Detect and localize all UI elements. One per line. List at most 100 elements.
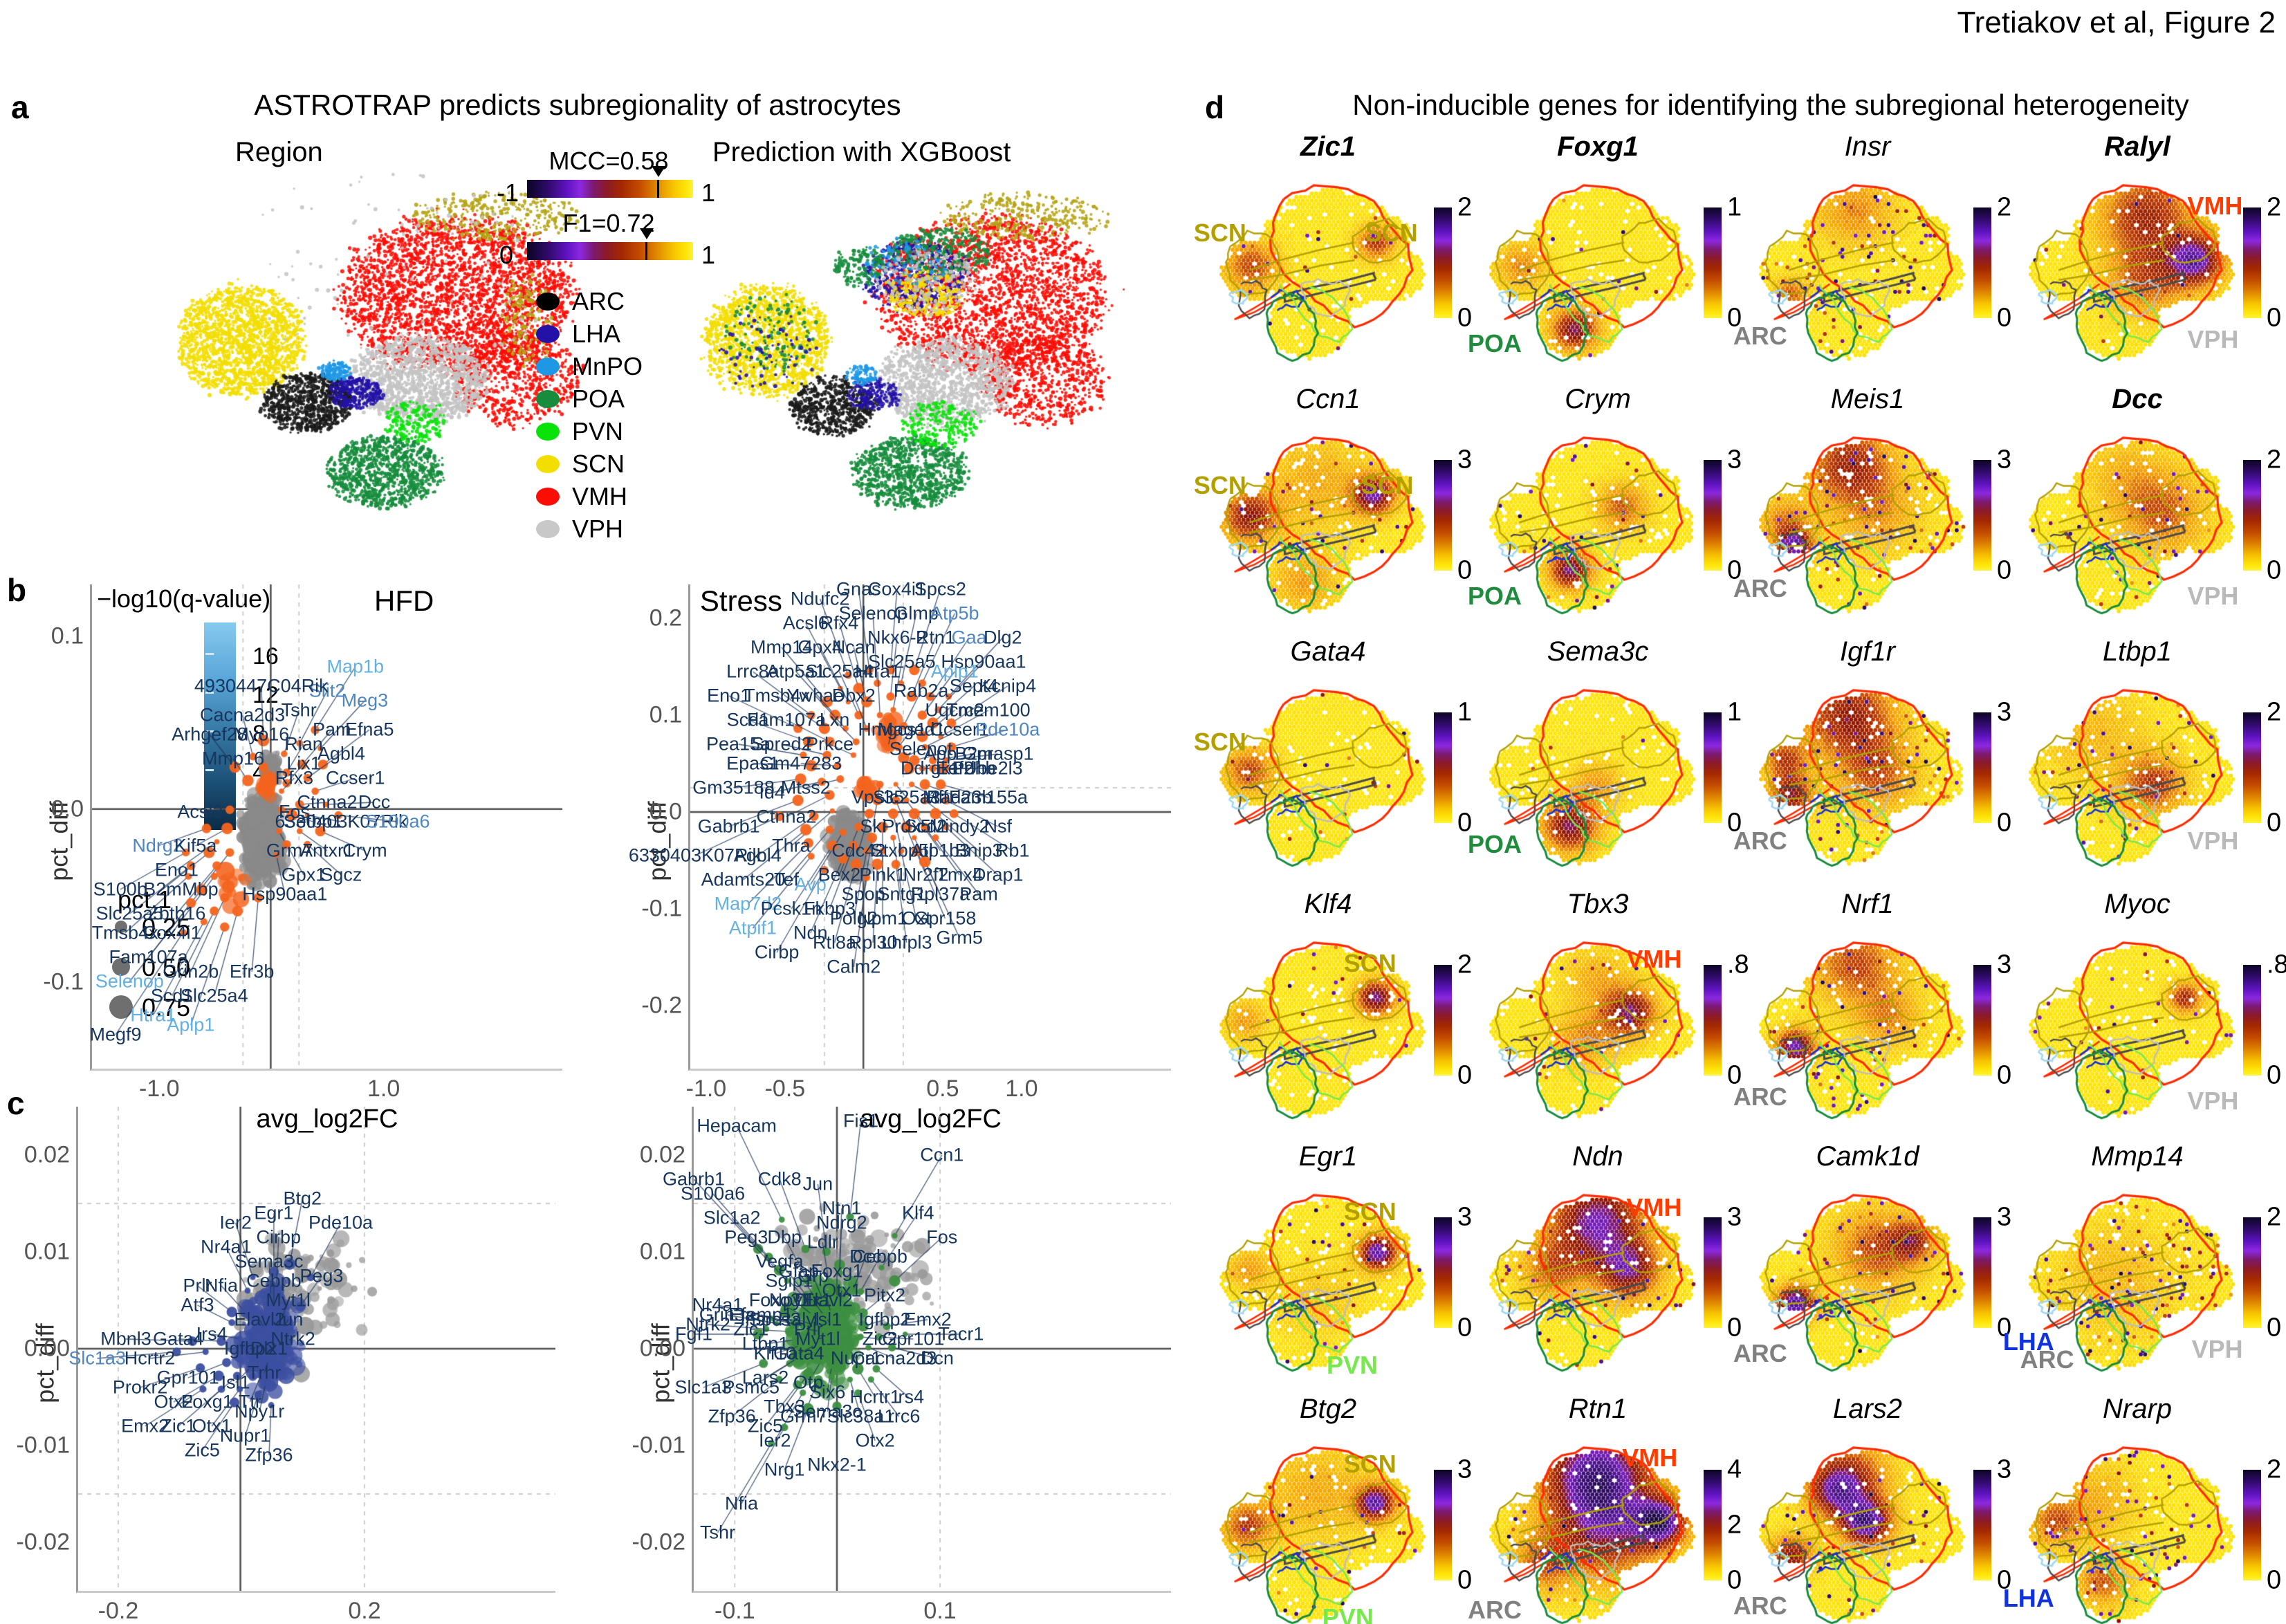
region-plot-title: Region bbox=[235, 137, 323, 167]
gene-label-Ntrk2: Ntrk2 bbox=[685, 1313, 730, 1335]
region-annotation-SCN: SCN bbox=[1343, 1449, 1397, 1478]
gene-label-Hsp90aa1: Hsp90aa1 bbox=[242, 883, 328, 905]
brain-section-canvas bbox=[1759, 1434, 1973, 1624]
gene-label-Grm7: Grm7 bbox=[780, 1405, 827, 1427]
panel-c-label: c bbox=[7, 1085, 25, 1121]
gene-label-Otx2: Otx2 bbox=[154, 1391, 194, 1412]
gene-label-Slc1a2: Slc1a2 bbox=[703, 1207, 761, 1228]
gene-title: Tbx3 bbox=[1567, 889, 1629, 919]
gene-label-Maged1: Maged1 bbox=[877, 719, 946, 740]
x-tick: 0.1 bbox=[923, 1598, 957, 1624]
gene-label-Lhfpl3: Lhfpl3 bbox=[881, 932, 932, 953]
gene-label-Ndufc2: Ndufc2 bbox=[790, 588, 850, 609]
colorbar-tick: 4 bbox=[1727, 1455, 1742, 1484]
gene-label-Gpx4: Gpx4 bbox=[798, 636, 842, 658]
gene-label-Ralyl: Ralyl bbox=[777, 1309, 820, 1330]
gene-label-Hmgcs1: Hmgcs1 bbox=[858, 719, 927, 740]
gene-title: Zic1 bbox=[1300, 131, 1356, 162]
x-tick: 0.5 bbox=[926, 1076, 959, 1102]
spatial-map-Myoc: Myoc .8 0 VPH bbox=[2023, 889, 2286, 1138]
gene-label-Zfp36: Zfp36 bbox=[245, 1444, 293, 1466]
gene-label-Ndrg2: Ndrg2 bbox=[816, 1212, 867, 1233]
brain-section-canvas bbox=[1489, 424, 1704, 621]
gene-label-Efemp1: Efemp1 bbox=[728, 1304, 793, 1325]
legend-item-VMH: VMH bbox=[536, 482, 627, 511]
gene-label-Ntrk2: Ntrk2 bbox=[270, 1328, 315, 1349]
brain-section-canvas bbox=[2029, 1181, 2243, 1378]
colorbar-tick: 0 bbox=[2267, 1565, 2282, 1595]
region-annotation-VMH: VMH bbox=[1622, 1443, 1678, 1473]
vmh-color-dot-icon bbox=[536, 488, 560, 506]
gene-label-Rpl30: Rpl30 bbox=[848, 932, 898, 953]
hfd-volcano-plot: HFD avg_log2FC pct_diff Map1bSlit2Meg349… bbox=[43, 584, 562, 1134]
gene-label-Slc1a3: Slc1a3 bbox=[68, 1347, 126, 1369]
gene-label-Ctnna2: Ctnna2 bbox=[297, 791, 358, 813]
colorbar-tick: 3 bbox=[1997, 1202, 2012, 1232]
gene-label-Htra1: Htra1 bbox=[130, 1004, 176, 1026]
gene-label-Dlx1: Dlx1 bbox=[250, 1338, 288, 1359]
gene-label-Slc25a4: Slc25a4 bbox=[181, 985, 248, 1006]
gene-label-Ndn: Ndn bbox=[793, 922, 828, 943]
colorbar-tick: 0 bbox=[1457, 808, 1473, 838]
gene-label-Vps35: Vps35 bbox=[851, 786, 905, 808]
spatial-map-Btg2: Btg2 3 0 SCN PVN bbox=[1214, 1394, 1480, 1624]
y-tick: 0.2 bbox=[649, 605, 682, 631]
f1-colorbar bbox=[527, 242, 693, 260]
gene-label-Sgip1: Sgip1 bbox=[765, 1270, 813, 1291]
gene-label-Trhr: Trhr bbox=[247, 1362, 282, 1383]
y-tick: -0.1 bbox=[641, 895, 682, 922]
gene-label-Agbl4: Agbl4 bbox=[733, 845, 782, 866]
legend-label: PVN bbox=[572, 417, 624, 445]
mnpo-color-dot-icon bbox=[536, 358, 560, 376]
gene-label-Zfp36: Zfp36 bbox=[708, 1405, 756, 1427]
gene-title: Dcc bbox=[2112, 384, 2163, 414]
mcc-max-tick: 1 bbox=[701, 178, 716, 207]
gene-label-S100b: S100b bbox=[93, 878, 147, 900]
pvn-color-dot-icon bbox=[536, 423, 560, 441]
region-annotation-ARC: ARC bbox=[1733, 1339, 1787, 1367]
spatial-map-Foxg1: Foxg1 1 0 POA bbox=[1468, 131, 1750, 380]
lha-color-dot-icon bbox=[536, 325, 560, 343]
spatial-map-Nrarp: Nrarp 2 0 LHA bbox=[2003, 1394, 2286, 1624]
expression-colorbar bbox=[2243, 712, 2261, 823]
gene-label-Glmp: Glmp bbox=[894, 602, 939, 624]
spatial-map-Mmp14: Mmp14 2 0 LHA ARC VPH bbox=[2003, 1141, 2286, 1390]
gene-label-Htra1: Htra1 bbox=[855, 661, 901, 682]
gene-label-Ttr: Ttr bbox=[238, 1391, 261, 1412]
expression-colorbar bbox=[1973, 207, 1991, 318]
gene-label-Fgf1: Fgf1 bbox=[674, 1323, 713, 1345]
gene-label-Spred2: Spred2 bbox=[751, 733, 812, 755]
gene-label-Slc25a5: Slc25a5 bbox=[95, 903, 164, 924]
y-tick: 0.02 bbox=[639, 1141, 685, 1168]
x-tick: -1.0 bbox=[138, 1076, 180, 1102]
region-annotation-LHA: LHA bbox=[2002, 1327, 2054, 1356]
gene-label-Gnas: Gnas bbox=[836, 578, 881, 600]
gene-label-Jun: Jun bbox=[802, 1173, 833, 1194]
colorbar-tick: 1 bbox=[1457, 697, 1473, 727]
region-annotation-SCN: SCN bbox=[1361, 471, 1414, 500]
gene-label-Klf4: Klf4 bbox=[902, 1202, 934, 1224]
colorbar-tick: 3 bbox=[1997, 697, 2012, 727]
region-annotation-VPH: VPH bbox=[2187, 325, 2239, 354]
expression-colorbar bbox=[2243, 207, 2261, 318]
brain-section-canvas bbox=[2029, 929, 2243, 1126]
legend-label: SCN bbox=[572, 450, 625, 478]
region-annotation-ARC: ARC bbox=[1733, 1591, 1787, 1620]
gene-label-Mbp: Mbp bbox=[182, 878, 219, 900]
gene-title: Ndn bbox=[1572, 1141, 1623, 1172]
brain-section-canvas bbox=[1219, 1181, 1434, 1378]
gene-label-Aplp1: Aplp1 bbox=[930, 661, 979, 682]
region-annotation-ARC: ARC bbox=[1733, 321, 1787, 350]
gene-title: Camk1d bbox=[1816, 1141, 1919, 1172]
gene-label-Fkbp3: Fkbp3 bbox=[804, 898, 856, 919]
colorbar-tick: 0 bbox=[2267, 1060, 2282, 1090]
gene-label-Pitx2: Pitx2 bbox=[863, 1284, 906, 1306]
colorbar-tick: .8 bbox=[2267, 950, 2286, 979]
gene-title: Myoc bbox=[2104, 889, 2170, 919]
brain-section-canvas bbox=[1489, 676, 1704, 874]
gene-label-Fis1: Fis1 bbox=[842, 1110, 879, 1132]
gene-label-Mindy2: Mindy2 bbox=[929, 815, 990, 837]
gene-label-Fam107a: Fam107a bbox=[109, 946, 188, 968]
gene-label-Dcc: Dcc bbox=[358, 791, 391, 813]
gene-label-Nfia: Nfia bbox=[724, 1493, 759, 1514]
